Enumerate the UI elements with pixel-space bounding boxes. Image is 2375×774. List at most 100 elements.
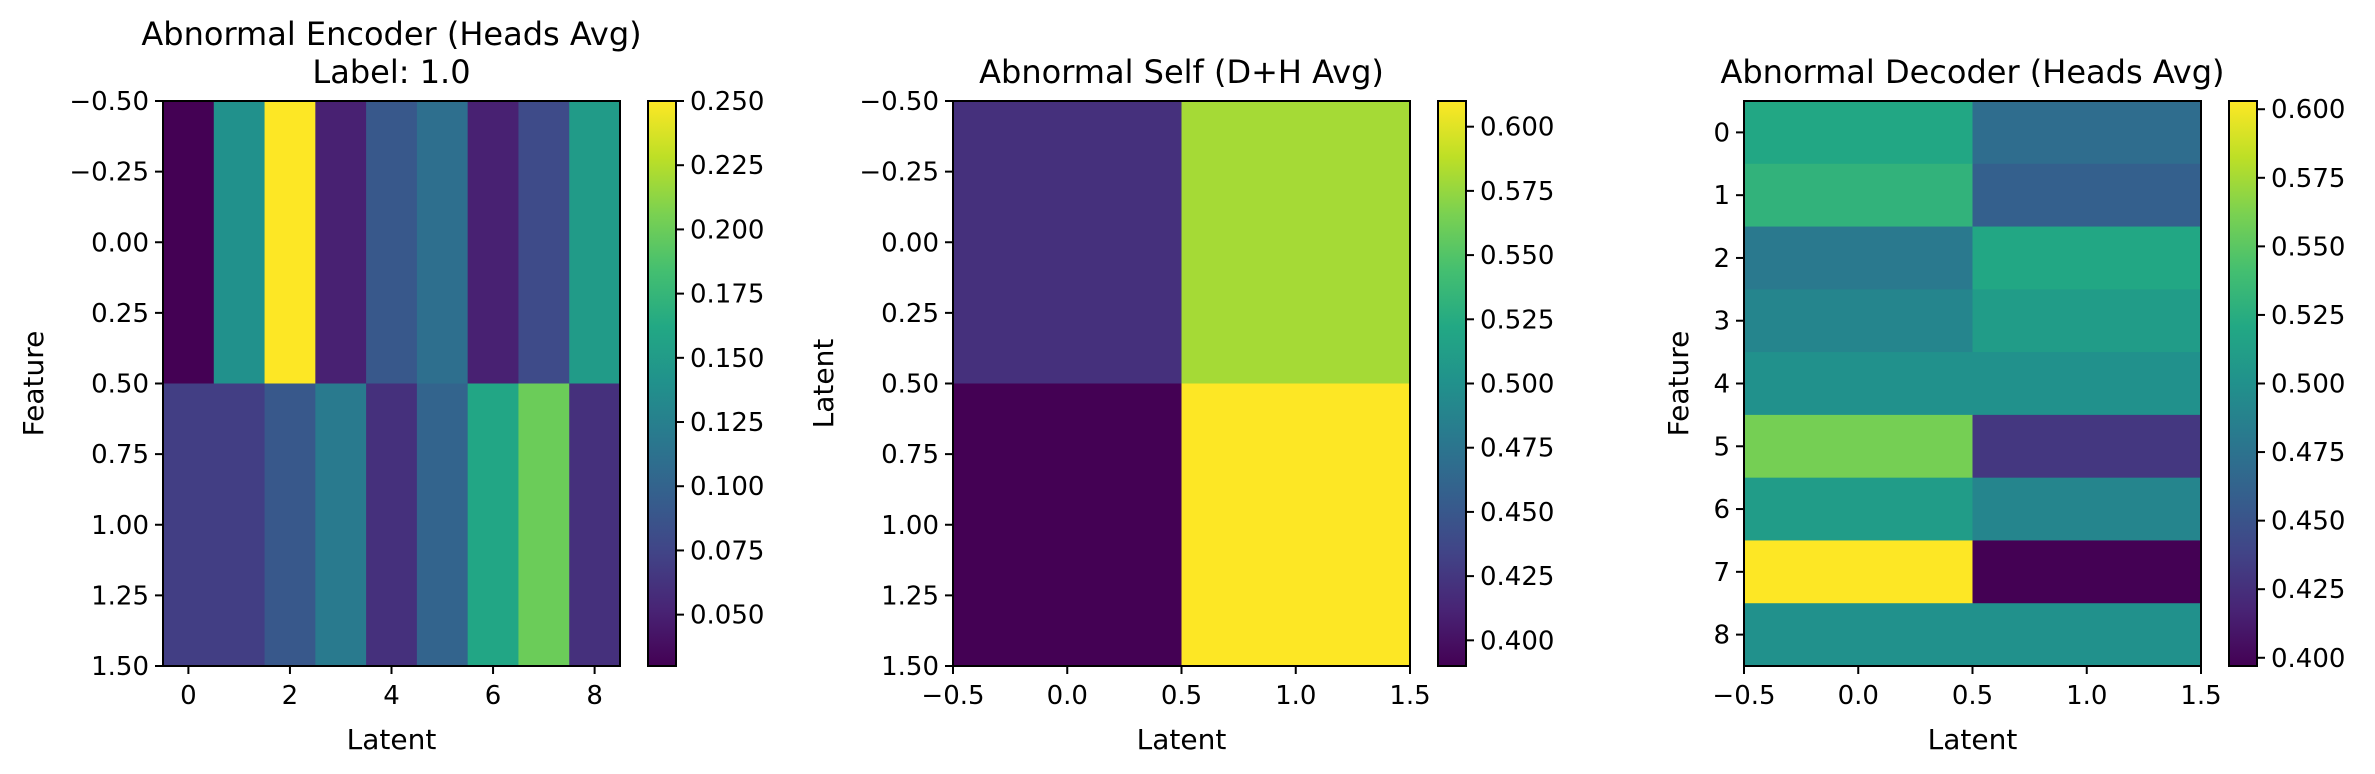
heatmap-cell-r4-c0 bbox=[1744, 352, 1974, 416]
heatmap-cell-r0-c0 bbox=[953, 101, 1183, 385]
y-tick-label: 1.00 bbox=[881, 511, 939, 541]
colorbar-tick-label: 0.425 bbox=[2271, 575, 2345, 605]
heatmap-cell-r0-c1 bbox=[1972, 101, 2202, 165]
x-tick-label: 1.0 bbox=[2066, 681, 2107, 711]
colorbar-tick-label: 0.500 bbox=[2271, 370, 2345, 400]
heatmap-cell-r2-c0 bbox=[1744, 226, 1974, 290]
heatmap-cell-r0-c1 bbox=[213, 101, 266, 385]
x-tick-label: 0.5 bbox=[1952, 681, 1993, 711]
heatmap-cell-r1-c6 bbox=[467, 383, 520, 667]
y-tick-label: 1.50 bbox=[91, 652, 149, 682]
heatmap-cell-r0-c7 bbox=[518, 101, 570, 385]
y-tick-label: 1.50 bbox=[881, 652, 939, 682]
y-tick-label: 4 bbox=[1713, 370, 1730, 400]
colorbar-tick-label: 0.575 bbox=[1480, 177, 1554, 207]
x-tick-label: 6 bbox=[485, 681, 502, 711]
chart-title: Abnormal Self (D+H Avg) bbox=[979, 53, 1384, 91]
x-tick-label: 1.5 bbox=[2180, 681, 2221, 711]
heatmap-cell-r1-c8 bbox=[569, 383, 621, 667]
heatmap-cell-r7-c1 bbox=[1972, 540, 2202, 604]
colorbar-tick-label: 0.050 bbox=[690, 601, 764, 631]
heatmap-cell-r0-c6 bbox=[467, 101, 520, 385]
heatmap-cell-r1-c0 bbox=[953, 383, 1183, 667]
colorbar-tick-label: 0.125 bbox=[690, 408, 764, 438]
chart-title: Abnormal Encoder (Heads Avg) bbox=[141, 15, 641, 53]
chart-title: Abnormal Decoder (Heads Avg) bbox=[1720, 53, 2224, 91]
y-tick-label: 5 bbox=[1713, 432, 1730, 462]
y-axis-label: Feature bbox=[1662, 331, 1695, 437]
chart-subtitle: Label: 1.0 bbox=[312, 53, 470, 91]
y-tick-label: 0.75 bbox=[881, 440, 939, 470]
y-tick-label: 6 bbox=[1713, 495, 1730, 525]
colorbar-tick-label: 0.250 bbox=[690, 87, 764, 117]
x-tick-label: −0.5 bbox=[1712, 681, 1775, 711]
heatmap-cell-r7-c0 bbox=[1744, 540, 1974, 604]
colorbar bbox=[2229, 101, 2257, 666]
heatmap-cell-r1-c3 bbox=[315, 383, 367, 667]
colorbar-tick-label: 0.500 bbox=[1480, 370, 1554, 400]
x-tick-label: 8 bbox=[586, 681, 603, 711]
y-tick-label: 2 bbox=[1713, 244, 1730, 274]
heatmap-cell-r0-c2 bbox=[264, 101, 316, 385]
colorbar bbox=[1438, 101, 1466, 666]
heatmap-cell-r1-c1 bbox=[1181, 383, 1411, 667]
y-tick-label: 0.00 bbox=[91, 228, 149, 258]
heatmap-cell-r0-c0 bbox=[1744, 101, 1974, 165]
x-tick-label: −0.5 bbox=[921, 681, 984, 711]
x-tick-label: 0.5 bbox=[1161, 681, 1202, 711]
heatmap-cell-r0-c8 bbox=[569, 101, 621, 385]
y-tick-label: −0.25 bbox=[69, 158, 149, 188]
x-tick-label: 0.0 bbox=[1047, 681, 1088, 711]
colorbar-tick-label: 0.150 bbox=[690, 344, 764, 374]
heatmap-cell-r6-c1 bbox=[1972, 477, 2202, 542]
y-tick-label: 1.00 bbox=[91, 511, 149, 541]
heatmap-cell-r0-c0 bbox=[163, 101, 215, 385]
colorbar-tick-label: 0.200 bbox=[690, 215, 764, 245]
colorbar-tick-label: 0.225 bbox=[690, 151, 764, 181]
heatmap-cell-r3-c1 bbox=[1972, 289, 2202, 353]
x-axis-label: Latent bbox=[1928, 723, 2018, 756]
colorbar-tick-label: 0.175 bbox=[690, 280, 764, 310]
colorbar-tick-label: 0.550 bbox=[1480, 241, 1554, 271]
heatmap-cell-r8-c1 bbox=[1972, 603, 2202, 667]
colorbar-tick-label: 0.100 bbox=[690, 472, 764, 502]
colorbar-tick-label: 0.400 bbox=[1480, 626, 1554, 656]
colorbar-tick-label: 0.600 bbox=[2271, 95, 2345, 125]
colorbar-tick-label: 0.450 bbox=[1480, 498, 1554, 528]
heatmap-cell-r1-c5 bbox=[416, 383, 469, 667]
colorbar-tick-label: 0.475 bbox=[1480, 434, 1554, 464]
heatmap-cell-r1-c0 bbox=[1744, 163, 1974, 228]
colorbar-tick-label: 0.400 bbox=[2271, 644, 2345, 674]
y-tick-label: −0.25 bbox=[859, 158, 939, 188]
y-axis-label: Latent bbox=[807, 339, 840, 429]
x-tick-label: 1.0 bbox=[1275, 681, 1316, 711]
colorbar bbox=[648, 101, 676, 666]
heatmap-cell-r1-c1 bbox=[213, 383, 266, 667]
x-tick-label: 1.5 bbox=[1389, 681, 1430, 711]
heatmap-panel-3: −0.5 0.0 0.5 1.0 1.5 0 1 2 3 4 5 6 7 8 Latent Feature Ab… bbox=[1662, 53, 2345, 756]
heatmap-cell-r8-c0 bbox=[1744, 603, 1974, 667]
heatmap-cell-r1-c4 bbox=[366, 383, 418, 667]
y-tick-label: 7 bbox=[1713, 558, 1730, 588]
heatmap-cell-r3-c0 bbox=[1744, 289, 1974, 353]
y-tick-label: 0.00 bbox=[881, 228, 939, 258]
colorbar-tick-label: 0.525 bbox=[2271, 301, 2345, 331]
y-tick-label: 0 bbox=[1713, 118, 1730, 148]
colorbar-tick-label: 0.550 bbox=[2271, 232, 2345, 262]
y-tick-label: 1 bbox=[1713, 181, 1730, 211]
y-tick-label: −0.50 bbox=[859, 87, 939, 117]
colorbar-frame bbox=[647, 100, 677, 667]
y-tick-label: 0.50 bbox=[91, 370, 149, 400]
colorbar-tick-label: 0.450 bbox=[2271, 507, 2345, 537]
y-tick-label: 0.25 bbox=[91, 299, 149, 329]
y-tick-label: 0.75 bbox=[91, 440, 149, 470]
heatmap-cell-r1-c0 bbox=[163, 383, 215, 667]
heatmap-cell-r0-c3 bbox=[315, 101, 367, 385]
y-axis-label: Feature bbox=[17, 331, 50, 437]
y-tick-label: 0.25 bbox=[881, 299, 939, 329]
colorbar-tick-label: 0.600 bbox=[1480, 113, 1554, 143]
heatmap-cell-r6-c0 bbox=[1744, 477, 1974, 542]
y-tick-label: 8 bbox=[1713, 621, 1730, 651]
heatmap-cell-r5-c0 bbox=[1744, 414, 1974, 479]
